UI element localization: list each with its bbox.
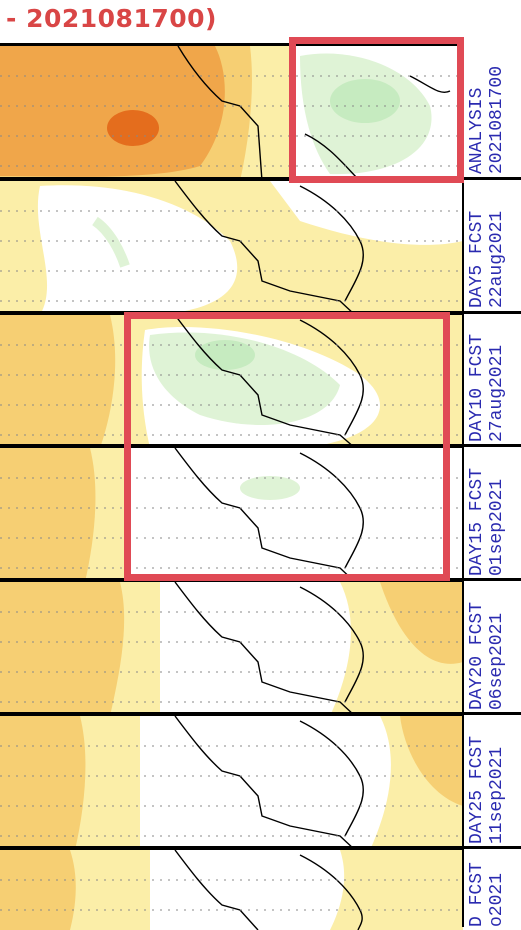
panel-label-line2: 27aug2021 [487,344,507,442]
panel-label-line1: DAY10 FCST [467,333,487,442]
map-border [462,43,464,927]
panel-label-line1: D FCST [467,862,487,927]
anomaly-map [0,46,463,181]
panel-label-line2: o2021 [487,872,507,927]
panel-label-day20: DAY20 FCST 06sep2021 [465,579,521,713]
panel-separator [0,712,521,715]
panel-label-partial: D FCST o2021 [465,847,521,927]
map-panel-day15 [0,445,463,582]
panel-label-line1: DAY25 FCST [467,735,487,844]
map-panel-day20 [0,579,463,716]
highlight-box-analysis [289,37,464,183]
panel-separator [0,177,521,180]
panel-label-line1: DAY20 FCST [467,601,487,710]
panel-label-line2: 2021081700 [487,65,507,174]
figure-title: - 2021081700) [6,4,217,33]
anomaly-map [0,582,463,716]
figure-title-bar: - 2021081700) [0,0,521,44]
map-panel-day30 [0,847,463,930]
anomaly-map [0,315,463,448]
map-panel-analysis [0,43,463,181]
panel-label-line2: 22aug2021 [487,210,507,308]
anomaly-map [0,850,463,930]
anomaly-map [0,716,463,850]
highlight-box-forecast [124,312,450,581]
panel-label-analysis: ANALYSIS 2021081700 [465,43,521,178]
panel-label-line1: DAY5 FCST [467,210,487,308]
panel-label-line1: ANALYSIS [467,87,487,174]
panel-label-day15: DAY15 FCST 01sep2021 [465,445,521,579]
panel-label-line1: DAY15 FCST [467,467,487,576]
panel-separator [0,846,521,849]
map-panel-day5 [0,178,463,315]
panel-label-line2: 06sep2021 [487,612,507,710]
panel-label-line2: 01sep2021 [487,478,507,576]
panel-label-day5: DAY5 FCST 22aug2021 [465,178,521,312]
panel-label-line2: 11sep2021 [487,746,507,844]
panel-label-day10: DAY10 FCST 27aug2021 [465,312,521,445]
anomaly-map [0,448,463,582]
anomaly-map [0,181,463,315]
panel-label-day25: DAY25 FCST 11sep2021 [465,713,521,847]
panel-separator [0,444,521,447]
map-panel-day10 [0,312,463,448]
map-panel-day25 [0,713,463,850]
